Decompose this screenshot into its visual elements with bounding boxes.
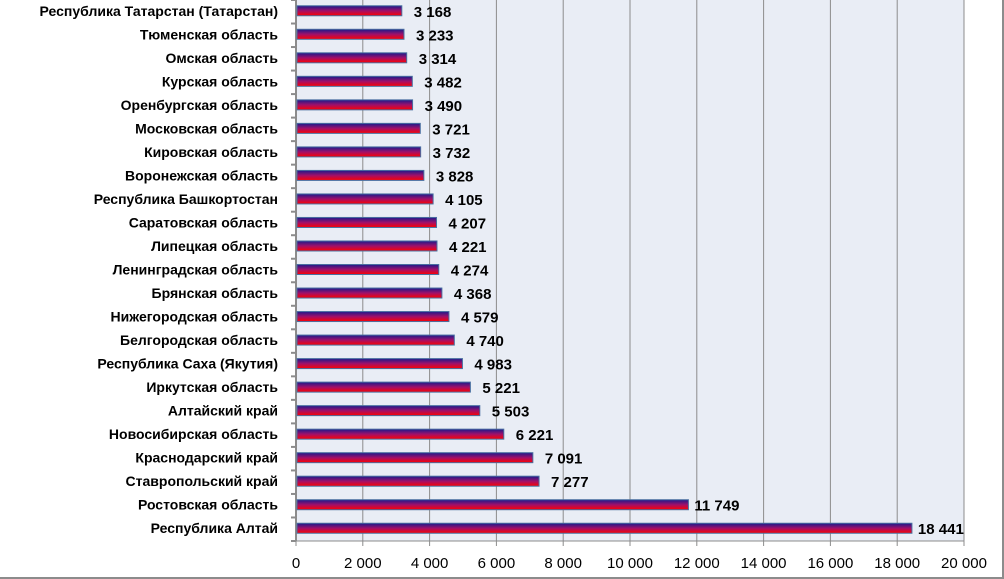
- category-label: Курская область: [162, 73, 279, 89]
- data-label: 3 490: [425, 98, 463, 115]
- x-tick-label: 20 000: [941, 555, 987, 572]
- category-label: Липецкая область: [151, 238, 278, 254]
- x-tick-label: 0: [292, 555, 300, 572]
- bar: [296, 334, 455, 346]
- category-label: Московская область: [135, 120, 278, 136]
- bar: [296, 122, 421, 134]
- x-tick-label: 4 000: [411, 555, 449, 572]
- bar: [296, 5, 403, 17]
- bar: [296, 358, 463, 370]
- category-label: Республика Башкортостан: [94, 191, 278, 207]
- bar: [296, 475, 540, 487]
- bar: [296, 193, 434, 205]
- category-label: Новосибирская область: [109, 426, 278, 442]
- data-label: 5 503: [492, 404, 530, 421]
- data-label: 3 233: [416, 27, 454, 44]
- category-label: Алтайский край: [168, 403, 278, 419]
- data-label: 4 368: [454, 286, 492, 303]
- bar: [296, 240, 438, 252]
- category-label: Воронежская область: [125, 167, 278, 183]
- category-label: Белгородская область: [120, 332, 278, 348]
- bar: [296, 28, 405, 40]
- bar: [296, 311, 450, 323]
- data-label: 5 221: [482, 380, 520, 397]
- bar: [296, 452, 534, 464]
- x-tick-label: 12 000: [674, 555, 720, 572]
- category-label: Ленинградская область: [113, 262, 279, 278]
- x-tick-label: 18 000: [874, 555, 920, 572]
- data-label: 18 441: [918, 521, 964, 538]
- category-label: Кировская область: [144, 144, 278, 160]
- data-label: 4 740: [466, 333, 504, 350]
- x-tick-label: 14 000: [741, 555, 787, 572]
- data-label: 3 168: [414, 4, 452, 21]
- data-label: 3 732: [433, 145, 471, 162]
- category-label: Нижегородская область: [111, 309, 279, 325]
- category-label: Республика Алтай: [151, 520, 278, 536]
- data-label: 4 105: [445, 192, 483, 209]
- data-label: 7 277: [551, 474, 589, 491]
- data-label: 11 749: [694, 498, 739, 515]
- data-label: 3 721: [432, 121, 470, 138]
- x-tick-label: 10 000: [607, 555, 653, 572]
- bar: [296, 52, 408, 64]
- bar: [296, 287, 443, 299]
- category-label: Республика Саха (Якутия): [97, 356, 278, 372]
- data-label: 4 983: [474, 357, 512, 374]
- x-tick-label: 8 000: [544, 555, 582, 572]
- category-label: Саратовская область: [129, 214, 279, 230]
- data-label: 3 314: [419, 51, 457, 68]
- bar: [296, 428, 505, 440]
- data-label: 4 274: [451, 263, 489, 280]
- category-label: Омская область: [166, 50, 279, 66]
- bar: [296, 99, 414, 111]
- bar: [296, 381, 471, 393]
- category-label: Ставропольский край: [126, 473, 278, 489]
- bar: [296, 169, 425, 181]
- bar: [296, 216, 438, 228]
- x-tick-label: 6 000: [478, 555, 516, 572]
- data-label: 4 579: [461, 310, 499, 327]
- data-label: 3 482: [424, 74, 462, 91]
- bar: [296, 522, 913, 534]
- bar: [296, 405, 481, 417]
- category-label: Оренбургская область: [121, 97, 279, 113]
- bar: [296, 75, 413, 87]
- data-label: 4 221: [449, 239, 487, 256]
- data-label: 6 221: [516, 427, 554, 444]
- category-label: Тюменская область: [140, 26, 279, 42]
- category-label: Краснодарский край: [135, 450, 278, 466]
- bar: [296, 499, 689, 511]
- data-label: 4 207: [449, 215, 487, 232]
- x-tick-label: 16 000: [807, 555, 853, 572]
- category-label: Ростовская область: [138, 497, 278, 513]
- category-label: Брянская область: [152, 285, 279, 301]
- data-label: 3 828: [436, 168, 474, 185]
- data-label: 7 091: [545, 451, 583, 468]
- x-tick-label: 2 000: [344, 555, 382, 572]
- bar: [296, 146, 422, 158]
- category-label: Иркутская область: [146, 379, 278, 395]
- category-label: Республика Татарстан (Татарстан): [40, 3, 278, 19]
- bar: [296, 264, 440, 275]
